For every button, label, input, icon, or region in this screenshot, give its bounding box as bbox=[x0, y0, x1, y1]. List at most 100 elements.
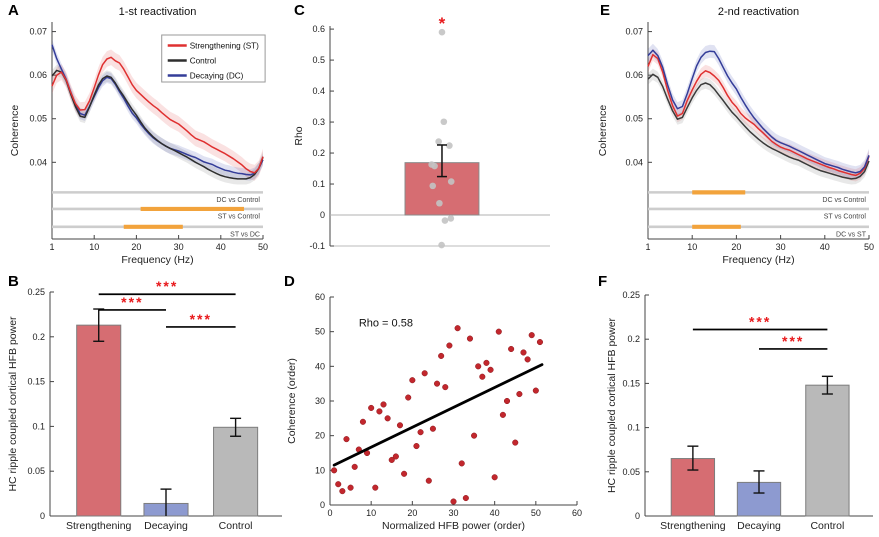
svg-text:20: 20 bbox=[315, 431, 325, 441]
svg-text:50: 50 bbox=[531, 508, 541, 518]
svg-text:0.25: 0.25 bbox=[622, 290, 640, 300]
svg-text:0: 0 bbox=[320, 500, 325, 510]
svg-text:10: 10 bbox=[89, 242, 99, 252]
svg-text:-0.1: -0.1 bbox=[309, 241, 325, 251]
svg-text:0.2: 0.2 bbox=[627, 334, 640, 344]
svg-text:20: 20 bbox=[131, 242, 141, 252]
svg-text:40: 40 bbox=[216, 242, 226, 252]
svg-text:0.4: 0.4 bbox=[312, 86, 325, 96]
panel-e: 1 10 20 30 40 50 0.04 0.05 0.06 0.07 Frequency (Hz… bbox=[580, 0, 879, 268]
panel-f: 0 0.05 0.1 0.15 0.2 0.25 HC ripple coupled cor… bbox=[580, 268, 879, 537]
svg-text:0.04: 0.04 bbox=[625, 157, 643, 167]
svg-text:0.07: 0.07 bbox=[29, 27, 47, 37]
svg-text:Control: Control bbox=[810, 520, 844, 532]
svg-text:0.05: 0.05 bbox=[625, 114, 643, 124]
panel-b: 0 0.05 0.1 0.15 0.2 0.25 HC ripple coupled cor… bbox=[0, 268, 290, 537]
panel-b-chart: 0 0.05 0.1 0.15 0.2 0.25 HC ripple coupled cor… bbox=[7, 278, 282, 532]
svg-text:30: 30 bbox=[315, 396, 325, 406]
svg-text:20: 20 bbox=[407, 508, 417, 518]
svg-text:HC ripple coupled cortical HFB: HC ripple coupled cortical HFB power bbox=[606, 317, 618, 493]
svg-text:Coherence: Coherence bbox=[9, 105, 21, 157]
svg-text:Frequency (Hz): Frequency (Hz) bbox=[121, 254, 193, 266]
panel-a-letter: A bbox=[8, 2, 19, 19]
panel-d: 0 10 20 30 40 50 60 0 10 20 30 40 50 60 Normalized HFB… bbox=[286, 268, 582, 537]
svg-text:0.06: 0.06 bbox=[625, 70, 643, 80]
svg-text:Strengthening: Strengthening bbox=[660, 520, 726, 532]
svg-text:ST vs Control: ST vs Control bbox=[218, 213, 261, 220]
svg-text:0.6: 0.6 bbox=[312, 24, 325, 34]
svg-text:1-st reactivation: 1-st reactivation bbox=[119, 6, 197, 18]
svg-text:0: 0 bbox=[40, 511, 45, 521]
panel-c-letter: C bbox=[294, 2, 305, 19]
svg-text:30: 30 bbox=[174, 242, 184, 252]
panel-a-chart: 1 10 20 30 40 50 0.04 0.05 0.06 0.07 Frequency (Hz… bbox=[9, 6, 268, 266]
svg-text:10: 10 bbox=[687, 242, 697, 252]
panel-b-letter: B bbox=[8, 273, 19, 290]
svg-text:0.1: 0.1 bbox=[32, 421, 45, 431]
svg-text:0.25: 0.25 bbox=[27, 287, 45, 297]
svg-text:0.2: 0.2 bbox=[32, 332, 45, 342]
svg-text:0.05: 0.05 bbox=[622, 467, 640, 477]
svg-text:Decaying: Decaying bbox=[737, 520, 781, 532]
svg-text:40: 40 bbox=[820, 242, 830, 252]
svg-text:1: 1 bbox=[49, 242, 54, 252]
svg-text:0.04: 0.04 bbox=[29, 157, 47, 167]
svg-text:0.2: 0.2 bbox=[312, 148, 325, 158]
svg-text:0.3: 0.3 bbox=[312, 117, 325, 127]
panel-f-letter: F bbox=[598, 273, 608, 290]
panel-c-chart: -0.1 0 0.1 0.2 0.3 0.4 0.5 0.6 Rho * bbox=[293, 14, 550, 251]
svg-text:10: 10 bbox=[366, 508, 376, 518]
svg-text:0.1: 0.1 bbox=[312, 179, 325, 189]
svg-text:0.06: 0.06 bbox=[29, 70, 47, 80]
svg-text:0.07: 0.07 bbox=[625, 27, 643, 37]
panel-a: 1 10 20 30 40 50 0.04 0.05 0.06 0.07 Frequency (Hz… bbox=[0, 0, 290, 268]
svg-text:2-nd reactivation: 2-nd reactivation bbox=[718, 6, 799, 18]
svg-text:50: 50 bbox=[315, 327, 325, 337]
svg-text:30: 30 bbox=[448, 508, 458, 518]
svg-text:***: *** bbox=[121, 294, 143, 310]
svg-text:40: 40 bbox=[315, 361, 325, 371]
svg-text:Normalized HFB power (order): Normalized HFB power (order) bbox=[382, 520, 525, 532]
svg-text:Strengthening: Strengthening bbox=[66, 520, 132, 532]
svg-text:0.05: 0.05 bbox=[27, 466, 45, 476]
panel-d-chart: 0 10 20 30 40 50 60 0 10 20 30 40 50 60 Normalized HFB… bbox=[286, 292, 582, 532]
svg-text:ST vs DC: ST vs DC bbox=[230, 231, 260, 238]
svg-text:40: 40 bbox=[490, 508, 500, 518]
svg-text:***: *** bbox=[749, 313, 771, 329]
svg-text:DC vs Control: DC vs Control bbox=[216, 197, 260, 204]
svg-text:***: *** bbox=[156, 278, 178, 294]
svg-text:Rho = 0.58: Rho = 0.58 bbox=[359, 317, 413, 329]
panel-d-letter: D bbox=[284, 273, 295, 290]
svg-text:60: 60 bbox=[315, 292, 325, 302]
svg-text:0: 0 bbox=[635, 511, 640, 521]
svg-text:0.1: 0.1 bbox=[627, 423, 640, 433]
svg-text:HC ripple coupled cortical HFB: HC ripple coupled cortical HFB power bbox=[7, 316, 19, 492]
svg-text:DC vs Control: DC vs Control bbox=[822, 197, 866, 204]
svg-text:60: 60 bbox=[572, 508, 582, 518]
svg-text:0: 0 bbox=[327, 508, 332, 518]
svg-text:0.15: 0.15 bbox=[27, 377, 45, 387]
svg-text:0.5: 0.5 bbox=[312, 55, 325, 65]
svg-text:0.05: 0.05 bbox=[29, 114, 47, 124]
svg-text:Control: Control bbox=[219, 520, 253, 532]
svg-text:20: 20 bbox=[731, 242, 741, 252]
svg-text:0.15: 0.15 bbox=[622, 378, 640, 388]
svg-text:0: 0 bbox=[320, 210, 325, 220]
panel-c: -0.1 0 0.1 0.2 0.3 0.4 0.5 0.6 Rho * bbox=[290, 0, 580, 268]
svg-text:Coherence (order): Coherence (order) bbox=[286, 358, 298, 444]
panel-e-letter: E bbox=[600, 2, 611, 19]
svg-text:1: 1 bbox=[645, 242, 650, 252]
svg-text:Decaying: Decaying bbox=[144, 520, 188, 532]
svg-text:10: 10 bbox=[315, 465, 325, 475]
panel-f-chart: 0 0.05 0.1 0.15 0.2 0.25 HC ripple coupled cor… bbox=[606, 290, 873, 532]
svg-text:Decaying (DC): Decaying (DC) bbox=[190, 72, 244, 81]
svg-text:DC vs ST: DC vs ST bbox=[836, 231, 867, 238]
svg-text:50: 50 bbox=[864, 242, 874, 252]
svg-text:***: *** bbox=[190, 311, 212, 327]
svg-text:Coherence: Coherence bbox=[597, 105, 609, 157]
svg-text:Strengthening (ST): Strengthening (ST) bbox=[190, 42, 259, 51]
svg-text:*: * bbox=[439, 14, 446, 33]
svg-text:ST vs Control: ST vs Control bbox=[824, 213, 867, 220]
svg-text:***: *** bbox=[782, 333, 804, 349]
